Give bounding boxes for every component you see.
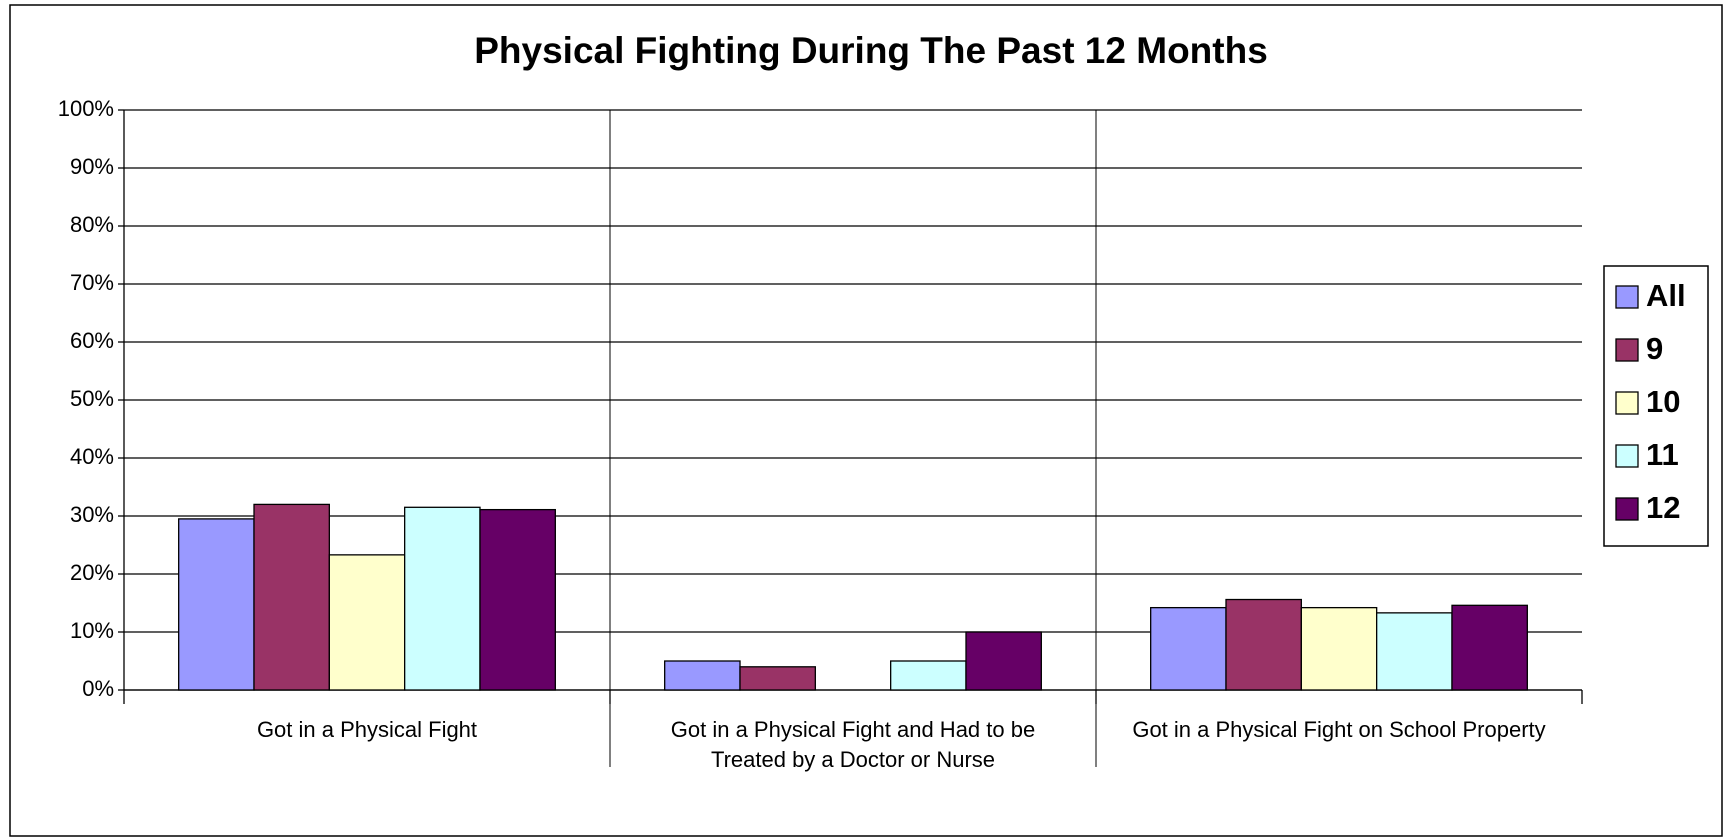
- bar: [965, 631, 1042, 691]
- bar: [890, 660, 967, 691]
- legend-label: 11: [1646, 437, 1679, 472]
- bar: [404, 506, 481, 691]
- bar: [328, 554, 406, 691]
- bar: [1376, 612, 1453, 691]
- y-tick-label: 40%: [70, 444, 114, 469]
- chart-title: Physical Fighting During The Past 12 Mon…: [474, 30, 1268, 71]
- y-tick-label: 30%: [70, 502, 114, 527]
- x-tick-label: Got in a Physical Fight and Had to be Tr…: [670, 717, 1036, 772]
- legend-label: 10: [1646, 384, 1680, 419]
- chart-border: [9, 4, 1723, 837]
- bar: [1150, 606, 1227, 691]
- legend-label: 9: [1646, 331, 1663, 366]
- bar: [739, 666, 816, 691]
- legend-swatch: [1615, 497, 1639, 521]
- y-tick-label: 20%: [70, 560, 114, 585]
- y-tick-label: 100%: [58, 96, 114, 121]
- bar: [664, 660, 741, 691]
- y-tick-label: 50%: [70, 386, 114, 411]
- bar: [1451, 604, 1528, 691]
- legend-swatch: [1615, 391, 1639, 415]
- y-tick-label: 10%: [70, 618, 114, 643]
- bar: [1225, 598, 1302, 691]
- bar: [479, 508, 556, 691]
- y-tick-label: 0%: [82, 676, 114, 701]
- legend-swatch: [1615, 285, 1639, 309]
- y-tick-label: 80%: [70, 212, 114, 237]
- y-tick-label: 70%: [70, 270, 114, 295]
- bar: [253, 503, 330, 691]
- bar: [178, 518, 255, 691]
- y-tick-label: 60%: [70, 328, 114, 353]
- legend-swatch: [1615, 444, 1639, 468]
- y-tick-label: 90%: [70, 154, 114, 179]
- legend-swatch: [1615, 338, 1639, 362]
- legend-label: All: [1646, 278, 1686, 313]
- bar: [1300, 606, 1378, 691]
- legend-label: 12: [1646, 490, 1680, 525]
- x-tick-label: Got in a Physical Fight on School Proper…: [1132, 717, 1546, 742]
- x-tick-label: Got in a Physical Fight: [256, 717, 478, 742]
